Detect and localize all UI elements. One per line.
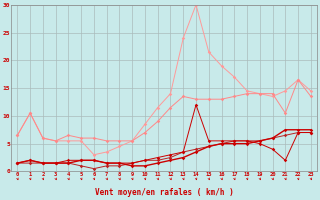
X-axis label: Vent moyen/en rafales ( km/h ): Vent moyen/en rafales ( km/h ) (95, 188, 234, 197)
